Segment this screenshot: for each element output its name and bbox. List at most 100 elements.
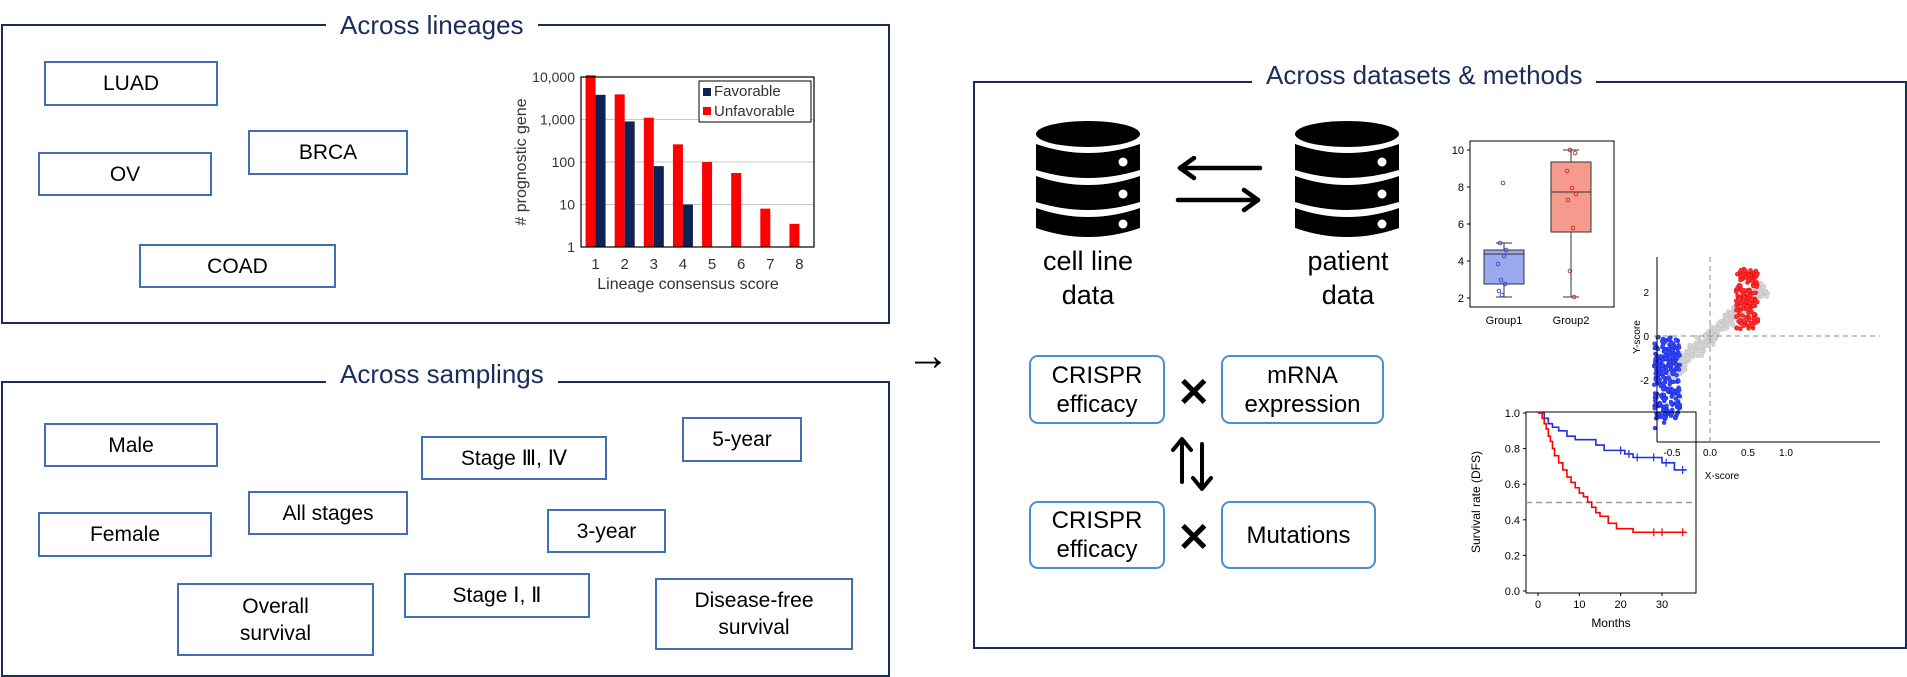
scatter-point-blue	[1677, 387, 1682, 393]
scatter-point-red	[1740, 313, 1745, 318]
survival-xtick: 10	[1573, 599, 1585, 611]
x-tick-label: 7	[766, 256, 774, 273]
scatter-point-blue	[1663, 368, 1669, 373]
scatter-point-red	[1737, 318, 1743, 323]
scatter-point-blue	[1661, 420, 1667, 425]
survival-chart: 0.0 0.2 0.4 0.6 0.8 1.0 0 10 20 30 Months Surviv…	[1469, 408, 1697, 630]
scatter-point-red	[1734, 289, 1739, 295]
scatter-point-blue	[1662, 396, 1667, 402]
tag-male: Male	[44, 423, 218, 467]
x-axis-label: Lineage consensus score	[597, 276, 779, 293]
scatter-point-blue	[1675, 355, 1680, 360]
scatter-plot: 2 0 -2 -0.5 0.0 0.5 1.0 X-score Y-score	[1632, 257, 1880, 482]
survival-curve	[1538, 412, 1687, 471]
scatter-point-blue	[1658, 393, 1664, 398]
legend: Favorable Unfavorable	[698, 80, 812, 123]
scatter-point	[1702, 343, 1708, 348]
scatter-point-blue	[1661, 415, 1666, 420]
scatter-point-red	[1752, 312, 1757, 317]
scatter-point-blue	[1670, 371, 1675, 376]
boxplot-xtick-group2: Group2	[1553, 315, 1590, 327]
tag-brca: BRCA	[248, 130, 408, 175]
scatter-point-blue	[1660, 343, 1666, 348]
x-tick-label: 1	[591, 256, 599, 273]
scatter-point-blue	[1675, 349, 1681, 355]
scatter-point	[1702, 333, 1707, 338]
tag-ov: OV	[38, 152, 212, 196]
scatter-point-blue	[1652, 341, 1657, 346]
x-tick-label: 8	[795, 256, 803, 273]
scatter-xtick: 0.0	[1703, 448, 1717, 459]
tag-luad: LUAD	[44, 61, 218, 106]
patient-database-icon	[1295, 121, 1399, 237]
scatter-point	[1699, 348, 1704, 354]
scatter-point-blue	[1673, 396, 1679, 401]
scatter-point-red	[1743, 298, 1749, 304]
scatter-point	[1720, 327, 1725, 332]
lineage-bar-chart: 1 10 100 1,000 10,000 1 2 3 4 5 6 7 8 # prognostic …	[513, 69, 815, 293]
scatter-point	[1730, 321, 1736, 327]
mrna-expression-box: mRNA expression	[1221, 355, 1384, 424]
scatter-point-blue	[1655, 346, 1661, 352]
boxplot-ytick: 2	[1458, 293, 1464, 305]
boxplot-ytick: 10	[1452, 145, 1464, 157]
bar-unfavorable-8	[789, 223, 800, 247]
bar-favorable-2	[624, 121, 635, 247]
scatter-point-red	[1741, 318, 1746, 323]
y-tick-label: 1,000	[540, 112, 575, 128]
patient-label: patient data	[1307, 246, 1389, 310]
bar-unfavorable-1	[585, 75, 596, 247]
tag-coad: COAD	[139, 244, 336, 288]
scatter-point-blue	[1664, 403, 1669, 408]
scatter-point	[1763, 289, 1768, 294]
legend-unfavorable: Unfavorable	[714, 103, 795, 120]
scatter-point-blue	[1662, 349, 1668, 354]
tag-stage-3-4: Stage Ⅲ, Ⅳ	[421, 436, 607, 480]
scatter-xlabel: X-score	[1705, 471, 1740, 482]
survival-xtick: 0	[1535, 599, 1541, 611]
boxplot-box-group2	[1550, 161, 1592, 233]
scatter-ytick: -2	[1640, 376, 1649, 387]
scatter-point-red	[1748, 293, 1753, 299]
scatter-point-red	[1750, 303, 1756, 309]
right-arrow: →	[906, 331, 950, 380]
scatter-point	[1711, 338, 1717, 343]
tag-overall-survival: Overall survival	[177, 583, 374, 656]
scatter-point-red	[1741, 323, 1746, 329]
survival-ylabel: Survival rate (DFS)	[1469, 451, 1483, 553]
scatter-point-blue	[1674, 362, 1679, 367]
scatter-point-blue	[1659, 371, 1665, 376]
scatter-point-red	[1738, 283, 1743, 288]
x-tick-label: 5	[708, 256, 716, 273]
scatter-point	[1690, 348, 1695, 353]
tag-all-stages: All stages	[248, 491, 408, 535]
scatter-point	[1728, 310, 1733, 316]
bar-favorable-1	[595, 94, 606, 248]
legend-favorable: Favorable	[714, 83, 781, 100]
survival-ytick: 0.6	[1505, 479, 1520, 491]
scatter-point-red	[1745, 304, 1750, 309]
y-tick-label: 10	[559, 197, 575, 213]
x-tick-label: 4	[679, 256, 687, 273]
scatter-point-red	[1738, 326, 1743, 332]
scatter-point-red	[1752, 320, 1758, 326]
y-tick-label: 10,000	[532, 69, 575, 85]
scatter-point-blue	[1657, 359, 1663, 364]
tag-stage-1-2: Stage Ⅰ, Ⅱ	[404, 573, 590, 618]
legend-swatch-unfavorable	[703, 107, 711, 115]
bar-unfavorable-7	[760, 208, 771, 247]
scatter-point-blue	[1676, 378, 1681, 384]
scatter-point-red	[1738, 277, 1743, 283]
scatter-point	[1718, 323, 1724, 328]
scatter-xtick: 1.0	[1779, 448, 1793, 459]
scatter-point-blue	[1660, 339, 1665, 344]
scatter-point-red	[1740, 292, 1745, 297]
scatter-point	[1681, 357, 1687, 362]
x-tick-label: 6	[737, 256, 745, 273]
y-tick-label: 100	[552, 154, 576, 170]
survival-ytick: 0.4	[1505, 515, 1520, 527]
scatter-point-blue	[1667, 377, 1672, 383]
scatter-point-red	[1751, 290, 1756, 296]
scatter-point-blue	[1676, 345, 1682, 350]
y-axis-label: # prognostic gene	[513, 98, 530, 225]
